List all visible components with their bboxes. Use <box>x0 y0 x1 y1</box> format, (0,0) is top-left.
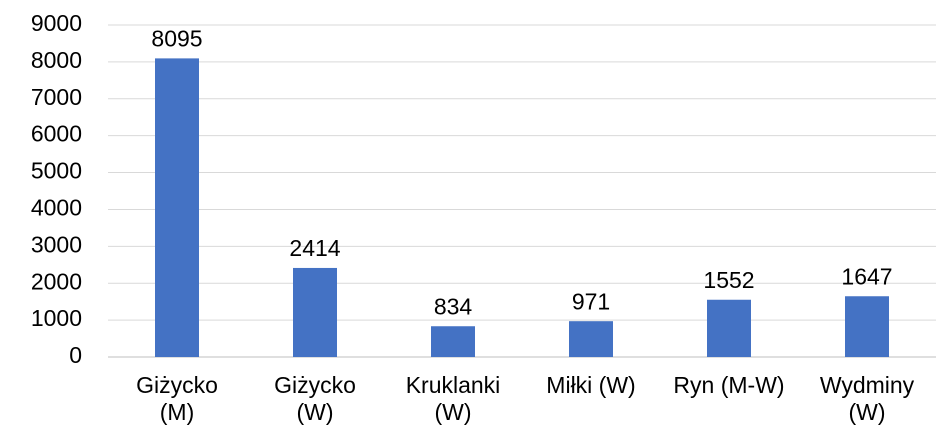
data-label: 971 <box>572 288 610 314</box>
bar <box>707 299 751 357</box>
x-tick-label: Wydminy (W) <box>819 372 915 425</box>
y-tick-label: 7000 <box>31 84 82 110</box>
data-label: 1552 <box>703 267 754 293</box>
y-tick-label: 9000 <box>31 10 82 36</box>
y-tick-label: 3000 <box>31 231 82 257</box>
y-tick-label: 0 <box>69 342 82 368</box>
bar <box>431 326 475 357</box>
x-tick-label: Kruklanki (W) <box>405 372 501 425</box>
y-tick-label: 6000 <box>31 121 82 147</box>
y-tick-label: 8000 <box>31 47 82 73</box>
x-tick-label: Giżycko (M) <box>136 372 218 425</box>
data-label: 2414 <box>289 235 340 261</box>
y-tick-label: 5000 <box>31 158 82 184</box>
data-label: 834 <box>434 293 473 319</box>
bar <box>845 296 889 357</box>
data-label: 8095 <box>151 25 202 51</box>
y-tick-label: 2000 <box>31 268 82 294</box>
data-label: 1647 <box>841 263 892 289</box>
bar <box>155 58 199 357</box>
x-tick-label: Ryn (M-W) <box>673 372 785 398</box>
y-tick-label: 1000 <box>31 305 82 331</box>
x-tick-label: Giżycko (W) <box>274 372 356 425</box>
y-tick-label: 4000 <box>31 195 82 221</box>
x-tick-label: Miłki (W) <box>546 372 636 398</box>
bar <box>293 267 337 357</box>
bar <box>569 321 613 357</box>
